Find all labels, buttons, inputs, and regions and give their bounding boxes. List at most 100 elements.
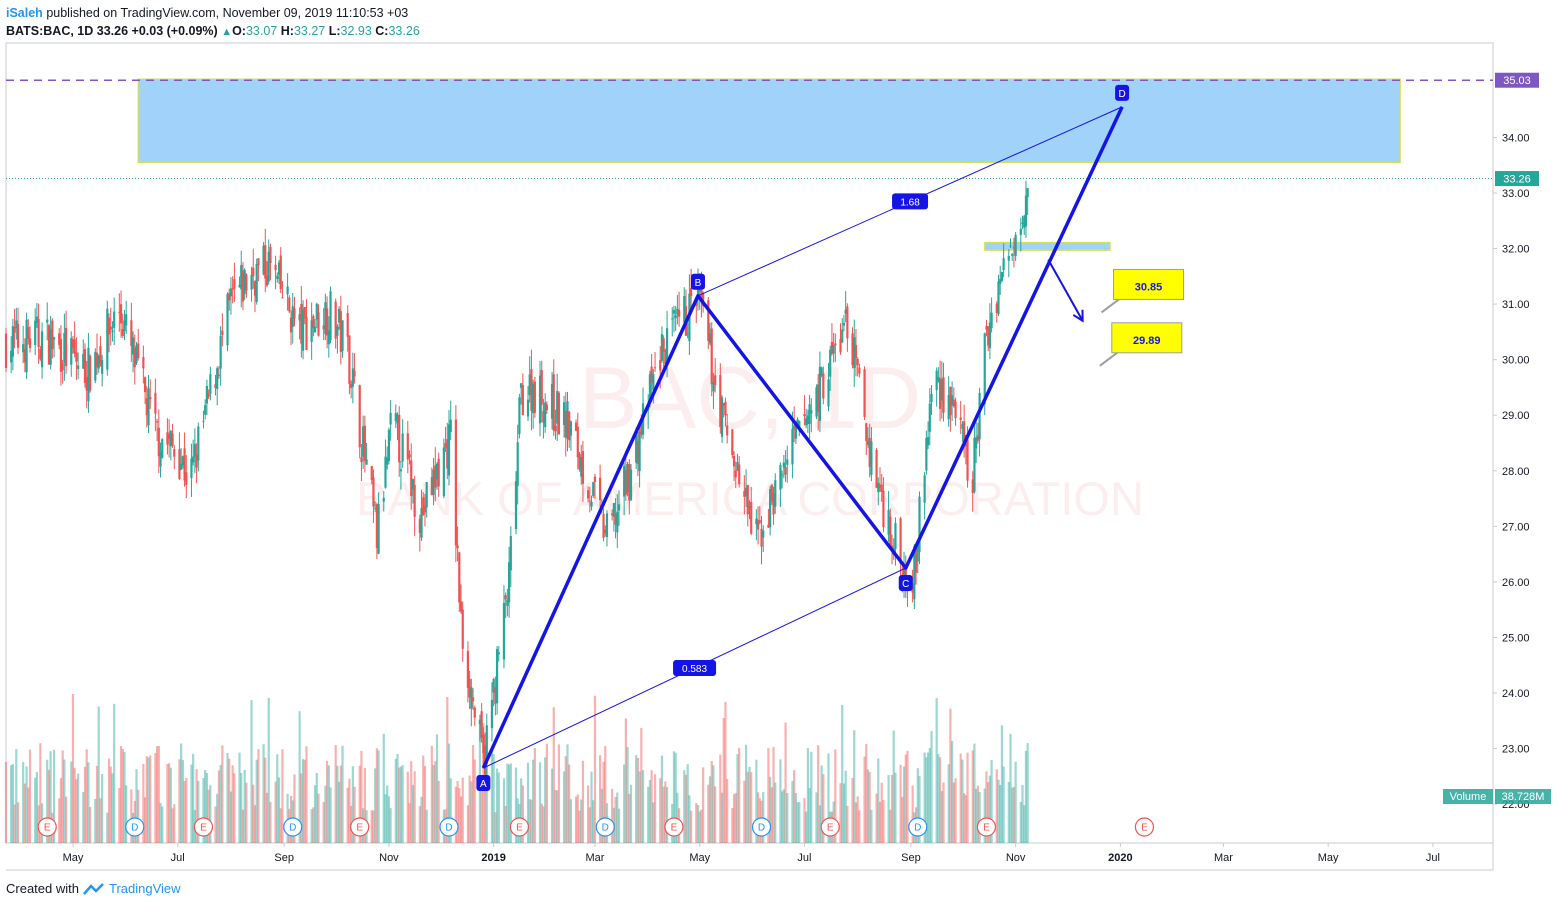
candle-body xyxy=(832,345,835,354)
volume-bar xyxy=(85,749,88,843)
target-callout-bg xyxy=(1111,322,1183,354)
volume-bar xyxy=(195,769,198,843)
volume-bar xyxy=(818,805,822,843)
candle-body xyxy=(142,357,145,369)
volume-bar xyxy=(245,782,248,843)
volume-bar xyxy=(135,769,138,843)
candle-body xyxy=(480,711,483,738)
earnings-event-icon xyxy=(820,817,840,837)
volume-bar xyxy=(638,771,641,843)
earnings-event-icon xyxy=(664,817,684,837)
candle-body xyxy=(274,264,277,271)
candle-body xyxy=(16,324,20,348)
tradingview-brand[interactable]: TradingView xyxy=(108,881,181,896)
candle-body xyxy=(628,464,631,501)
volume-bar xyxy=(209,785,212,843)
time-tick-label: Mar xyxy=(1214,852,1233,864)
volume-bar xyxy=(1019,802,1022,843)
candle-body xyxy=(202,420,205,422)
volume-bar xyxy=(623,764,626,843)
volume-bar xyxy=(15,749,18,843)
volume-bar xyxy=(552,707,555,843)
candle-body xyxy=(983,333,986,404)
candle-body xyxy=(653,367,657,369)
volume-bar xyxy=(952,782,955,843)
candle-body xyxy=(707,300,710,341)
price-tick-label: 34.00 xyxy=(1502,132,1530,144)
earnings-event-icon xyxy=(976,817,997,837)
volume-bar xyxy=(1026,743,1029,843)
volume-bar xyxy=(398,767,401,843)
candle-body xyxy=(133,347,136,368)
candle-body xyxy=(425,482,428,508)
volume-bar xyxy=(684,774,688,843)
volume-bar xyxy=(447,743,451,843)
candle-body xyxy=(413,484,416,517)
candle-body xyxy=(228,293,231,301)
candle-body xyxy=(180,463,183,470)
candle-body xyxy=(853,337,856,369)
zone-lower_zone xyxy=(984,241,1111,251)
volume-bar xyxy=(660,755,664,843)
volume-bar xyxy=(635,755,638,843)
volume-bar xyxy=(652,802,655,843)
candle-body xyxy=(375,504,378,548)
candle-body xyxy=(1007,255,1010,261)
candle-body xyxy=(760,528,763,547)
candle-body xyxy=(925,438,928,471)
candle-body xyxy=(712,382,715,392)
volume-bar xyxy=(47,769,51,843)
candle-body xyxy=(495,649,499,704)
volume-bar xyxy=(528,799,531,843)
volume-bar xyxy=(11,764,14,843)
volume-bar xyxy=(229,791,233,843)
volume-bar xyxy=(990,759,993,843)
volume-bar xyxy=(542,806,545,843)
candle-body xyxy=(341,320,344,352)
volume-bar xyxy=(674,752,677,843)
volume-bar xyxy=(1023,805,1026,843)
zone-upper_zone xyxy=(137,78,1401,164)
volume-bar xyxy=(61,750,64,843)
candle-body xyxy=(568,411,571,441)
price-tick-label: 30.00 xyxy=(1502,355,1530,367)
time-tick-label: 2019 xyxy=(481,852,505,864)
volume-bar xyxy=(611,788,614,843)
candle-body xyxy=(286,286,289,295)
candle-body xyxy=(975,437,978,449)
price-tick-label: 29.00 xyxy=(1502,410,1530,422)
volume-bar xyxy=(628,793,631,843)
volume-bar xyxy=(348,778,351,843)
candle-body xyxy=(434,465,437,488)
candle-body xyxy=(720,397,724,437)
candle-body xyxy=(770,484,773,502)
candle-body xyxy=(726,425,729,436)
candle-body xyxy=(650,366,653,383)
candle-body xyxy=(665,328,669,365)
volume-bar xyxy=(228,758,231,843)
candle-body xyxy=(118,311,121,313)
volume-bar xyxy=(576,794,579,843)
publisher-name[interactable]: iSaleh xyxy=(6,6,43,20)
volume-bar xyxy=(856,796,859,843)
candle-body xyxy=(588,500,591,502)
candle-body xyxy=(940,379,943,401)
candle-body xyxy=(252,267,255,277)
candle-body xyxy=(197,426,200,461)
volume-bar xyxy=(75,779,78,843)
volume-bar xyxy=(262,744,265,843)
volume-bar xyxy=(769,776,772,843)
volume-bar xyxy=(363,768,366,843)
volume-bar xyxy=(997,779,1000,843)
price-tick-label: 28.00 xyxy=(1502,466,1530,478)
candle-body xyxy=(978,392,981,440)
price-tick-label: 23.00 xyxy=(1502,744,1530,756)
volume-bar xyxy=(566,744,569,843)
volume-bar xyxy=(648,780,652,843)
highlight-zones xyxy=(137,78,1401,251)
volume-bar xyxy=(396,754,399,843)
candle-body xyxy=(971,479,974,494)
candle-body xyxy=(233,279,236,289)
candle-body xyxy=(866,440,870,446)
